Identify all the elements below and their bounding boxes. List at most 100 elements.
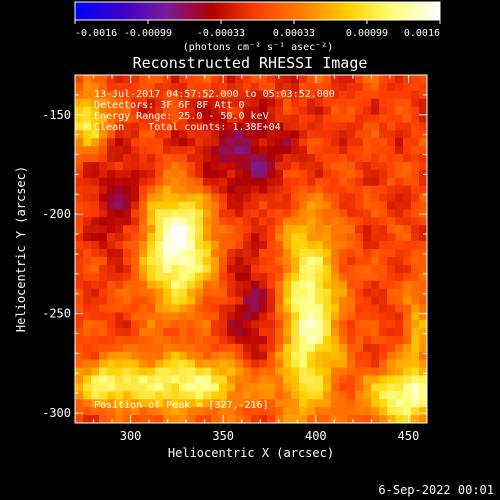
heatmap-cell — [83, 138, 92, 147]
heatmap-cell — [291, 130, 300, 139]
heatmap-cell — [323, 114, 332, 124]
heatmap-cell — [419, 146, 427, 155]
heatmap-cell — [211, 359, 220, 369]
heatmap-cell — [107, 256, 116, 266]
heatmap-cell — [315, 280, 324, 290]
heatmap-cell — [275, 114, 284, 124]
heatmap-cell — [187, 383, 196, 392]
heatmap-cell — [211, 256, 220, 266]
heatmap-cell — [371, 272, 380, 282]
heatmap-cell — [395, 328, 404, 337]
heatmap-cell — [299, 209, 308, 218]
heatmap-cell — [211, 209, 220, 218]
heatmap-cell — [227, 185, 236, 195]
heatmap-cell — [307, 312, 316, 321]
heatmap-cell — [363, 82, 372, 92]
heatmap-cell — [411, 154, 420, 163]
heatmap-cell — [235, 399, 244, 408]
heatmap-cell — [211, 288, 220, 298]
heatmap-cell — [147, 264, 156, 274]
heatmap-cell — [139, 177, 148, 187]
heatmap-cell — [91, 367, 100, 377]
heatmap-cell — [323, 367, 332, 377]
heatmap-cell — [139, 209, 148, 218]
heatmap-cell — [323, 177, 332, 187]
heatmap-cell — [203, 359, 212, 369]
heatmap-cell — [251, 130, 260, 139]
heatmap-cell — [347, 114, 356, 124]
heatmap-cell — [355, 82, 364, 92]
heatmap-cell — [291, 351, 300, 361]
heatmap-cell — [195, 154, 204, 163]
heatmap-cell — [347, 312, 356, 321]
heatmap-cell — [291, 146, 300, 155]
heatmap-cell — [419, 225, 427, 234]
heatmap-cell — [251, 407, 260, 416]
heatmap-cell — [147, 193, 156, 203]
heatmap-cell — [211, 75, 220, 84]
heatmap-cell — [315, 146, 324, 155]
heatmap-cell — [339, 162, 348, 171]
x-tick-label: 450 — [398, 429, 420, 443]
heatmap-cell — [243, 272, 252, 282]
heatmap-cell — [307, 391, 316, 400]
heatmap-cell — [235, 407, 244, 416]
footer-date: 6-Sep-2022 00:01 — [378, 483, 494, 497]
heatmap-cell — [267, 106, 276, 116]
heatmap-cell — [283, 272, 292, 282]
heatmap-cell — [315, 154, 324, 163]
heatmap-cell — [123, 225, 132, 234]
heatmap-cell — [123, 280, 132, 290]
heatmap-cell — [211, 391, 220, 400]
heatmap-cell — [115, 343, 124, 353]
heatmap-cell — [243, 343, 252, 353]
heatmap-cell — [211, 415, 220, 423]
heatmap-cell — [387, 193, 396, 203]
heatmap-cell — [171, 280, 180, 290]
heatmap-cell — [363, 130, 372, 139]
heatmap-cell — [387, 114, 396, 124]
heatmap-cell — [147, 106, 156, 116]
heatmap-cell — [299, 272, 308, 282]
heatmap-cell — [171, 162, 180, 171]
heatmap-cell — [99, 130, 108, 139]
heatmap-cell — [99, 122, 108, 131]
heatmap-cell — [371, 336, 380, 345]
heatmap-cell — [283, 75, 292, 84]
heatmap-cell — [235, 280, 244, 290]
colorbar-tick-label: 0.00033 — [273, 28, 315, 39]
heatmap-cell — [211, 130, 220, 139]
heatmap-cell — [363, 146, 372, 155]
heatmap-cell — [331, 225, 340, 234]
heatmap-cell — [299, 304, 308, 313]
heatmap-cell — [139, 114, 148, 124]
heatmap-cell — [299, 130, 308, 139]
heatmap-cell — [123, 312, 132, 321]
heatmap-cell — [411, 162, 420, 171]
heatmap-cell — [139, 75, 148, 84]
heatmap-cell — [219, 383, 228, 392]
heatmap-cell — [123, 114, 132, 124]
heatmap-cell — [235, 320, 244, 329]
heatmap-cell — [203, 312, 212, 321]
heatmap-cell — [379, 177, 388, 187]
heatmap-cell — [307, 106, 316, 116]
heatmap-cell — [419, 399, 427, 408]
heatmap-cell — [123, 328, 132, 337]
heatmap-cell — [147, 138, 156, 147]
heatmap-cell — [379, 304, 388, 313]
heatmap-cell — [291, 272, 300, 282]
heatmap-cell — [147, 177, 156, 187]
heatmap-cell — [355, 367, 364, 377]
heatmap-cell — [227, 146, 236, 155]
heatmap-cell — [403, 336, 412, 345]
heatmap-cell — [75, 264, 84, 274]
heatmap-cell — [219, 162, 228, 171]
heatmap-cell — [259, 241, 268, 250]
heatmap-cell — [347, 280, 356, 290]
heatmap-cell — [147, 122, 156, 131]
heatmap-cell — [187, 359, 196, 369]
heatmap-cell — [419, 383, 427, 392]
heatmap-cell — [107, 138, 116, 147]
